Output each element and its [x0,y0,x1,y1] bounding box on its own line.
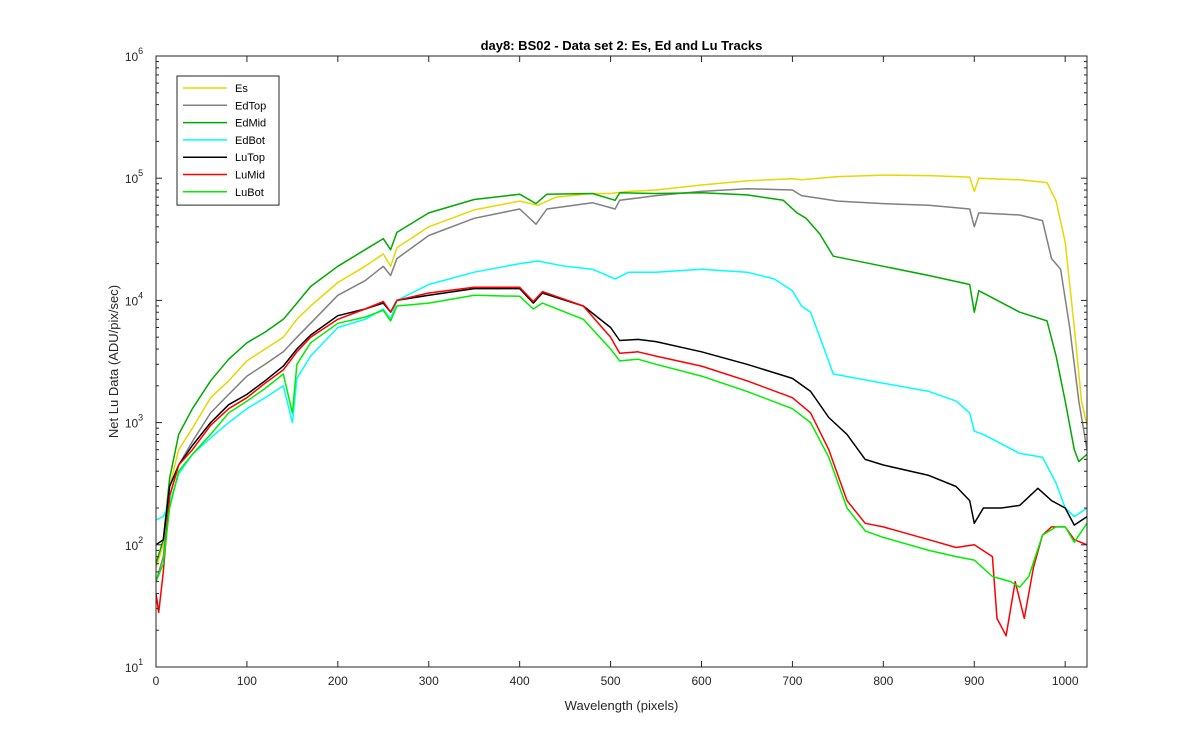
x-tick-label: 700 [782,674,802,688]
legend-label-edtop: EdTop [235,100,266,112]
y-axis-label: Net Lu Data (ADU/pix/sec) [106,285,121,438]
x-tick-label: 400 [510,674,530,688]
x-tick-label: 100 [237,674,257,688]
x-tick-label: 0 [153,674,160,688]
legend-label-edmid: EdMid [235,118,266,130]
x-tick-label: 300 [419,674,439,688]
series-line-lubot [156,294,1087,588]
x-tick-label: 600 [691,674,711,688]
legend-label-lutop: LuTop [235,152,265,164]
y-tick-label: 101 [125,657,143,675]
x-axis-label: Wavelength (pixels) [565,698,679,713]
y-tick-label: 105 [125,168,143,186]
x-tick-label: 200 [328,674,348,688]
plot-area [156,56,1087,667]
x-tick-label: 500 [601,674,621,688]
legend-label-lumid: LuMid [235,170,265,182]
legend-label-edbot: EdBot [235,135,265,147]
legend-label-lubot: LuBot [235,187,264,199]
x-tick-label: 800 [873,674,893,688]
y-tick-label: 102 [125,535,143,553]
series-line-lutop [156,287,1087,546]
series-line-lumid [156,286,1087,637]
y-tick-label: 106 [125,46,143,64]
y-tick-label: 104 [125,290,143,308]
plot-frame [155,55,1088,668]
x-tick-label: 1000 [1052,674,1079,688]
series-line-es [156,174,1087,568]
legend: Es EdTop EdMid EdBot LuTop LuMid LuBot [176,75,280,206]
x-axis-ticks: 0 100 200 300 400 500 600 700 800 900 1000 [153,56,1079,688]
series-line-edmid [156,192,1087,564]
chart-title: day8: BS02 - Data set 2: Es, Ed and Lu T… [481,38,763,53]
y-tick-label: 103 [125,413,143,431]
legend-label-es: Es [235,83,248,95]
series-layer [156,174,1087,637]
series-line-edtop [156,187,1087,582]
series-line-edbot [156,260,1087,521]
y-axis-ticks: 101 102 103 104 105 106 [125,46,1087,675]
x-tick-label: 900 [964,674,984,688]
